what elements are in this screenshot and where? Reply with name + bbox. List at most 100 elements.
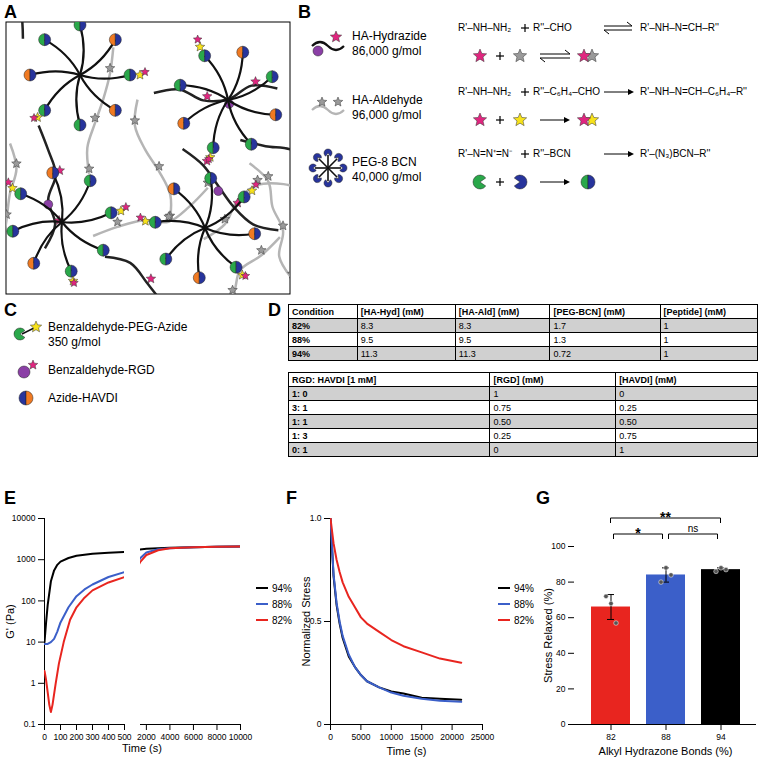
svg-text:2000: 2000: [137, 732, 156, 742]
html-text:82%: 82%: [292, 320, 310, 331]
svg-text:100: 100: [551, 541, 565, 551]
svg-text:Benzaldehyde-RGD: Benzaldehyde-RGD: [48, 363, 155, 377]
svg-text:5000: 5000: [351, 732, 370, 742]
html-text:88%: 88%: [292, 334, 310, 345]
svg-text:20000: 20000: [440, 732, 464, 742]
html-text:88%: 88%: [514, 598, 534, 610]
svg-text:**: **: [660, 509, 671, 525]
svg-text:88: 88: [661, 732, 671, 742]
svg-text:1000: 1000: [17, 554, 36, 564]
svg-text:40: 40: [556, 648, 566, 658]
svg-text:82: 82: [606, 732, 616, 742]
svg-text:100: 100: [21, 596, 35, 606]
html-text:1: 0: 1: 0: [292, 388, 308, 399]
svg-text:R'–NH–N=CH–R'': R'–NH–N=CH–R'': [640, 22, 719, 33]
svg-text:25000: 25000: [471, 732, 495, 742]
html-text:94%: 94%: [514, 582, 534, 594]
html-text:[HAVDI] (mM): [HAVDI] (mM): [619, 374, 677, 385]
svg-text:Azide-HAVDI: Azide-HAVDI: [48, 391, 118, 405]
svg-text:350 g/mol: 350 g/mol: [48, 335, 101, 349]
svg-text:Stress Relaxed (%): Stress Relaxed (%): [542, 588, 554, 683]
html-text:82%: 82%: [272, 614, 292, 626]
svg-text:8000: 8000: [208, 732, 227, 742]
html-text:[PEG-BCN] (mM): [PEG-BCN] (mM): [553, 306, 625, 317]
html-text:E: E: [4, 488, 16, 508]
html-text:[HA-Hyd] (mM): [HA-Hyd] (mM): [360, 306, 424, 317]
html-text:0.25: 0.25: [619, 402, 637, 413]
svg-text:4000: 4000: [160, 732, 179, 742]
html-text:[HA-Ald] (mM): [HA-Ald] (mM): [458, 306, 520, 317]
html-text:8.3: 8.3: [458, 320, 472, 331]
svg-text:96,000 g/mol: 96,000 g/mol: [352, 108, 421, 122]
html-text:[RGD] (mM): [RGD] (mM): [493, 374, 544, 385]
svg-text:G' (Pa): G' (Pa): [4, 604, 16, 639]
svg-text:0: 0: [42, 732, 47, 742]
html-text:1: 1: 1: 1: [292, 416, 308, 427]
html-text:Condition: Condition: [292, 306, 334, 317]
svg-text:HA-Aldehyde: HA-Aldehyde: [352, 93, 423, 107]
svg-text:R''–CHO: R''–CHO: [533, 22, 572, 33]
svg-text:Benzaldehyde-PEG-Azide: Benzaldehyde-PEG-Azide: [48, 320, 188, 334]
svg-text:ns: ns: [688, 523, 699, 534]
html-text:B: B: [298, 2, 311, 22]
html-text:[Peptide] (mM): [Peptide] (mM): [663, 306, 726, 317]
svg-text:94: 94: [716, 732, 726, 742]
svg-text:10: 10: [26, 637, 36, 647]
html-text:0.50: 0.50: [493, 416, 511, 427]
svg-text:R'–N=N⁺=N⁻: R'–N=N⁺=N⁻: [458, 148, 513, 159]
svg-text:R'–(N₃)BCN–R'': R'–(N₃)BCN–R'': [640, 148, 710, 159]
svg-text:R'–NH–NH₂: R'–NH–NH₂: [458, 22, 511, 33]
html-text:88%: 88%: [272, 598, 292, 610]
svg-text:*: *: [635, 525, 641, 541]
svg-text:Normalized Stress: Normalized Stress: [300, 576, 312, 666]
svg-text:HA-Hydrazide: HA-Hydrazide: [352, 29, 427, 43]
html-text:1.3: 1.3: [553, 334, 566, 345]
svg-text:PEG-8 BCN: PEG-8 BCN: [352, 155, 417, 169]
svg-text:0: 0: [328, 732, 333, 742]
svg-text:R'–NH–N=CH–C₆H₄–R'': R'–NH–N=CH–C₆H₄–R'': [640, 86, 747, 97]
svg-text:10000: 10000: [229, 732, 253, 742]
html-text:C: C: [4, 300, 17, 320]
svg-text:R'–NH–NH₂: R'–NH–NH₂: [458, 86, 511, 97]
svg-text:1: 1: [31, 678, 36, 688]
svg-text:0.1: 0.1: [24, 719, 36, 729]
html-text:Time (s): Time (s): [122, 742, 162, 754]
svg-text:500: 500: [117, 732, 131, 742]
html-text:11.3: 11.3: [458, 348, 476, 359]
svg-text:300: 300: [85, 732, 99, 742]
svg-text:86,000 g/mol: 86,000 g/mol: [352, 44, 421, 58]
svg-text:100: 100: [53, 732, 67, 742]
svg-text:15000: 15000: [410, 732, 434, 742]
html-text:A: A: [4, 2, 17, 22]
html-text:8.3: 8.3: [360, 320, 374, 331]
svg-text:10000: 10000: [12, 513, 36, 523]
html-text:0.72: 0.72: [553, 348, 571, 359]
svg-text:10000: 10000: [379, 732, 403, 742]
html-text:94%: 94%: [292, 348, 310, 359]
svg-text:80: 80: [556, 577, 566, 587]
svg-text:R''–BCN: R''–BCN: [533, 148, 571, 159]
html-text:9.5: 9.5: [360, 334, 374, 345]
svg-text:1.0: 1.0: [310, 513, 322, 523]
svg-text:6000: 6000: [184, 732, 203, 742]
html-text:94%: 94%: [272, 582, 292, 594]
svg-text:20: 20: [556, 684, 566, 694]
svg-text:Alkyl Hydrazone Bonds (%): Alkyl Hydrazone Bonds (%): [599, 745, 733, 757]
svg-text:40,000 g/mol: 40,000 g/mol: [352, 170, 421, 184]
html-text:RGD: HAVDI [1 mM]: RGD: HAVDI [1 mM]: [292, 374, 377, 385]
html-text:82%: 82%: [514, 614, 534, 626]
html-text:D: D: [268, 300, 281, 320]
svg-text:R''–C₆H₄–CHO: R''–C₆H₄–CHO: [533, 86, 600, 97]
svg-text:200: 200: [69, 732, 83, 742]
svg-text:Time (s): Time (s): [387, 745, 427, 757]
svg-text:0: 0: [561, 719, 566, 729]
svg-text:0: 0: [317, 719, 322, 729]
html-text:1.7: 1.7: [553, 320, 566, 331]
html-text:9.5: 9.5: [458, 334, 472, 345]
html-text:3: 1: 3: 1: [292, 402, 308, 413]
html-text:G: G: [536, 488, 550, 508]
svg-text:60: 60: [556, 612, 566, 622]
svg-text:400: 400: [101, 732, 115, 742]
html-text:0.75: 0.75: [493, 402, 511, 413]
html-text:11.3: 11.3: [360, 348, 378, 359]
